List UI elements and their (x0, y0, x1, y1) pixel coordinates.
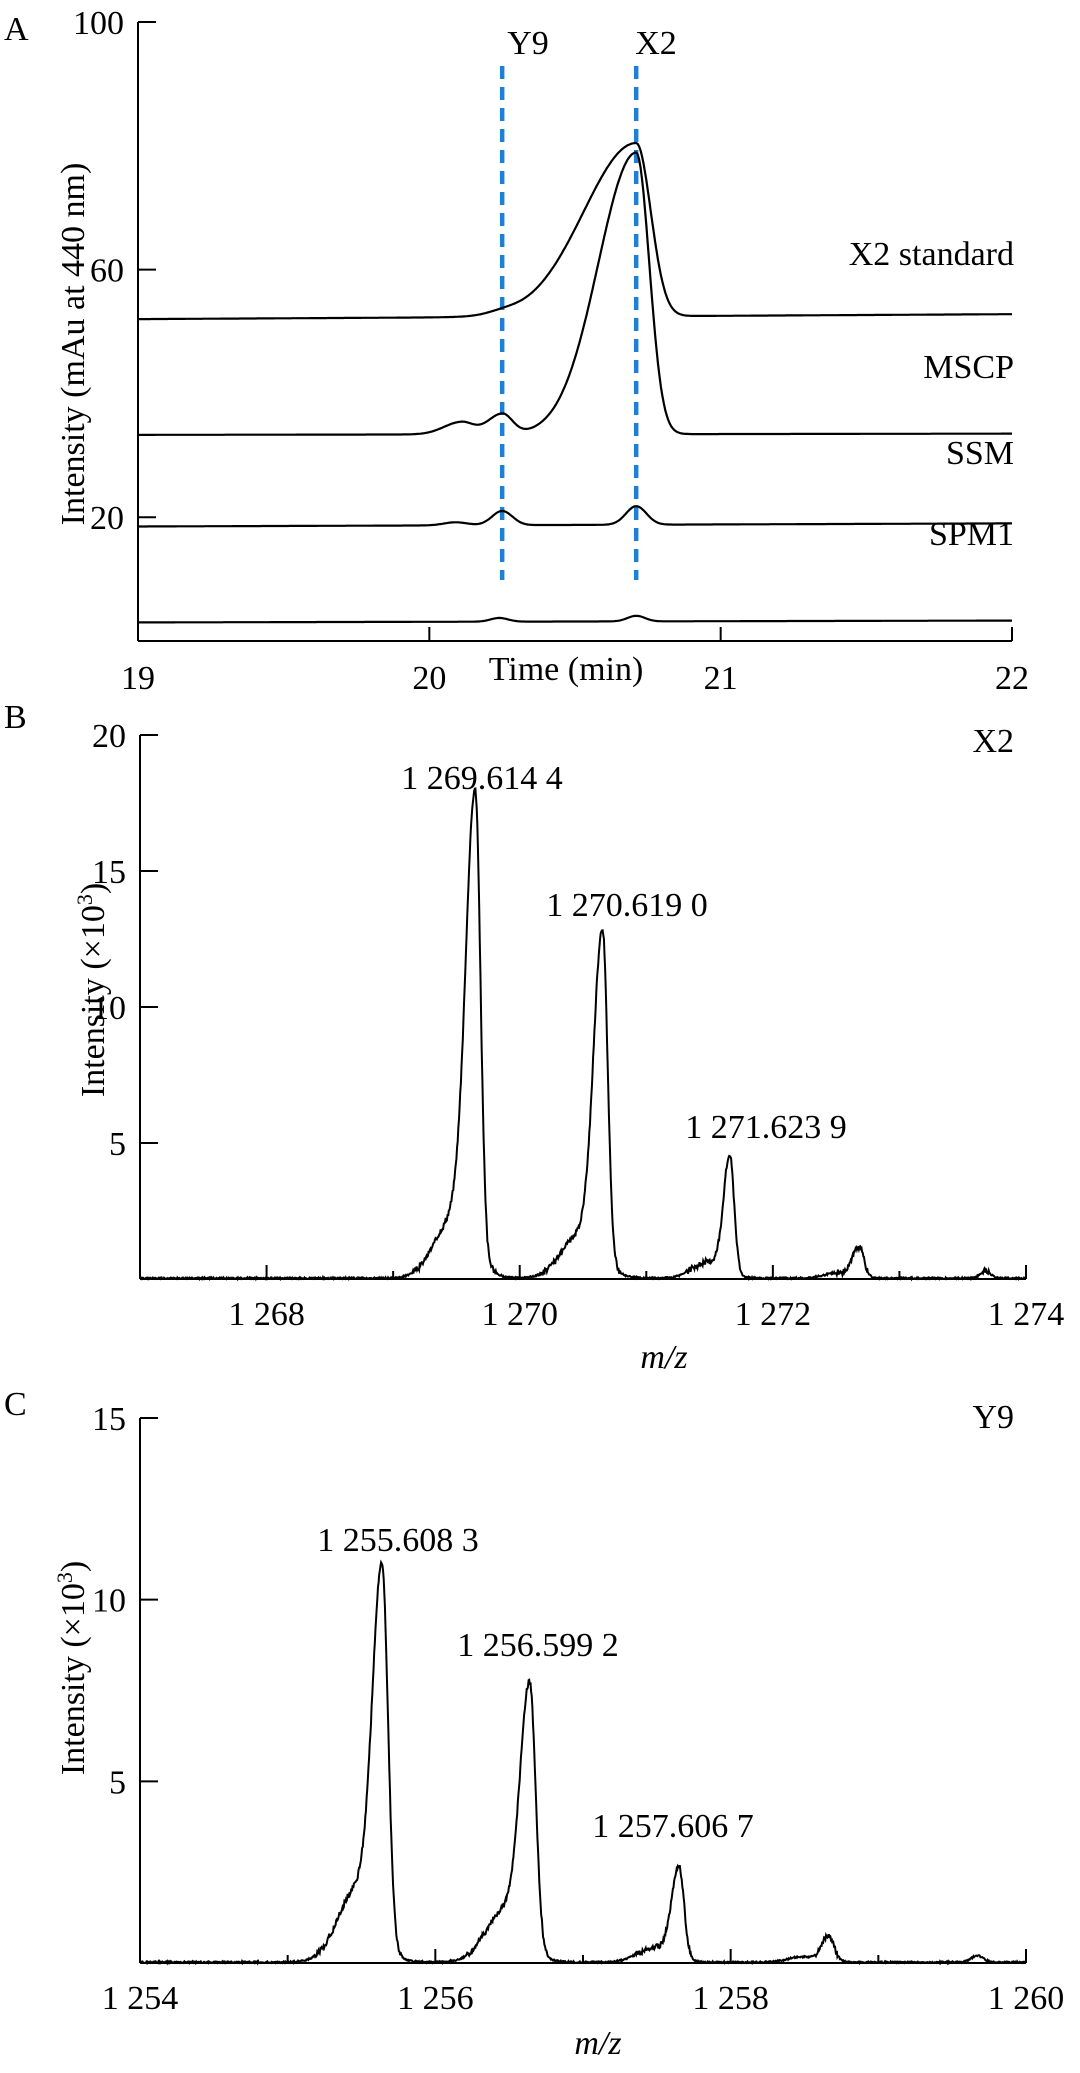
x-tick-label: 22 (995, 660, 1029, 697)
panel-c-ylabel: Intensity (×103) (52, 1561, 92, 1775)
y-tick-label: 5 (109, 1126, 126, 1163)
panel-c-letter: C (4, 1386, 27, 1423)
panel-a: A Intensity (mAu at 440 nm) Time (min) 2… (4, 5, 1029, 697)
panel-c-title: Y9 (972, 1399, 1014, 1436)
panel-b-letter: B (4, 699, 27, 736)
x-tick-label: 19 (121, 660, 155, 697)
peak-label-1255: 1 255.608 3 (317, 1522, 479, 1559)
y-tick-label: 100 (73, 5, 124, 42)
trace-ssm (138, 505, 1012, 528)
peak-label-1270: 1 270.619 0 (546, 887, 708, 924)
panel-a-ylabel: Intensity (mAu at 440 nm) (55, 163, 92, 526)
x-tick-label: 1 274 (988, 1296, 1065, 1333)
panel-c-axes: 5 10 15 1 254 1 256 1 258 1 260 (92, 1401, 1064, 2017)
x-tick-label: 21 (704, 660, 738, 697)
series-label-x2-standard: X2 standard (849, 236, 1014, 273)
panel-b-axes: 5 10 15 20 1 268 1 270 1 272 1 274 (92, 718, 1064, 1333)
y-tick-label: 20 (90, 500, 124, 537)
panel-b-ylabel: Intensity (×103) (72, 883, 112, 1097)
x-tick-label: 20 (412, 660, 446, 697)
peak-label-1257: 1 257.606 7 (592, 1808, 754, 1845)
peak-label-1271: 1 271.623 9 (685, 1109, 847, 1146)
panel-a-axes: 20 60 100 19 20 21 22 (73, 5, 1029, 697)
marker-label-x2: X2 (635, 25, 677, 62)
panel-b-xlabel: m/z (640, 1339, 687, 1376)
peak-label-1269: 1 269.614 4 (401, 760, 563, 797)
panel-a-markers (499, 66, 639, 580)
y-tick-label: 5 (109, 1764, 126, 1801)
y-tick-label: 15 (92, 854, 126, 891)
panel-b-trace (139, 787, 1027, 1282)
y-tick-label: 60 (90, 253, 124, 290)
y-tick-label: 10 (92, 1583, 126, 1620)
x-tick-label: 1 256 (397, 1980, 474, 2017)
trace-mscp (138, 151, 1012, 436)
marker-label-y9: Y9 (507, 25, 549, 62)
y-tick-label: 10 (92, 990, 126, 1027)
y-tick-label: 15 (92, 1401, 126, 1438)
panel-a-xlabel: Time (min) (489, 651, 644, 688)
series-label-mscp: MSCP (923, 349, 1014, 386)
x-tick-label: 1 254 (102, 1980, 179, 2017)
x-tick-label: 1 258 (692, 1980, 769, 2017)
panel-c-xlabel: m/z (574, 2025, 621, 2062)
panel-b: B Intensity (×103) m/z X2 5 10 15 20 1 268 1 … (4, 699, 1064, 1376)
x-tick-label: 1 270 (481, 1296, 558, 1333)
trace-x2-standard (138, 141, 1012, 321)
x-tick-label: 1 260 (988, 1980, 1065, 2017)
x-tick-label: 1 272 (735, 1296, 812, 1333)
spectrum-trace (139, 1559, 1027, 1966)
y-tick-label: 20 (92, 718, 126, 755)
panel-c: C Intensity (×103) m/z Y9 5 10 15 1 254 1 25… (4, 1386, 1064, 2062)
series-label-ssm: SSM (946, 435, 1014, 472)
x-tick-label: 1 268 (228, 1296, 305, 1333)
panel-a-letter: A (4, 11, 29, 48)
spectrum-trace (139, 787, 1027, 1282)
trace-spm1 (138, 614, 1012, 624)
panel-a-series (138, 141, 1012, 624)
peak-label-1256: 1 256.599 2 (457, 1627, 619, 1664)
panel-c-trace (139, 1559, 1027, 1966)
series-label-spm1: SPM1 (929, 516, 1014, 553)
panel-b-title: X2 (972, 723, 1014, 760)
